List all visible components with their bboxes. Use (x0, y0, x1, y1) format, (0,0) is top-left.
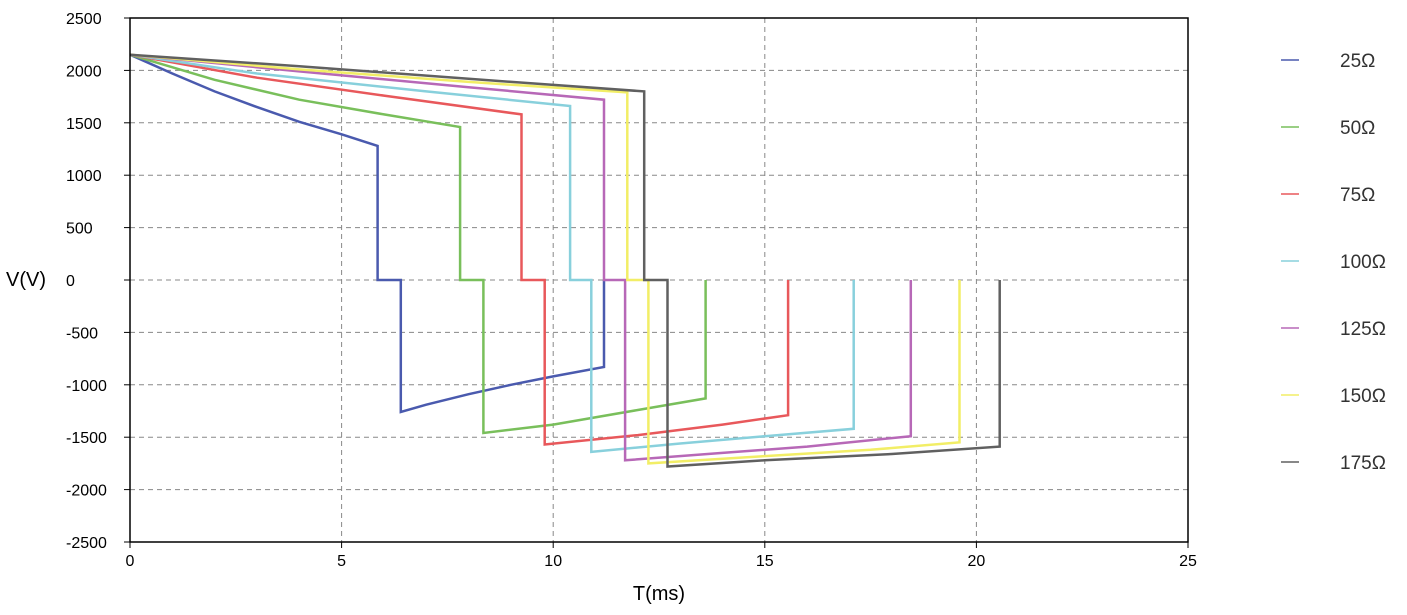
grid-lines (130, 18, 1188, 542)
x-tick-label: 15 (756, 553, 774, 570)
series-line-7 (129, 53, 1001, 468)
y-tick-label: 1000 (66, 168, 102, 185)
series-line-2 (129, 53, 707, 435)
y-tick-label: -1000 (66, 378, 107, 395)
x-tick-label: 10 (544, 553, 562, 570)
y-tick-label: -2500 (66, 535, 107, 552)
y-tick-label: 2000 (66, 63, 102, 80)
legend-label: 175Ω (1340, 453, 1386, 474)
y-tick-label: 1500 (66, 116, 102, 133)
legend-label: 150Ω (1340, 386, 1386, 407)
y-tick-label: 500 (66, 221, 93, 238)
series-line-5 (129, 53, 913, 462)
y-tick-label: -500 (66, 325, 98, 342)
x-axis-label: T(ms) (633, 583, 685, 605)
series-line-1 (129, 53, 606, 414)
y-tick-label: 0 (66, 273, 75, 290)
x-tick-label: 25 (1179, 553, 1197, 570)
x-tick-label: 0 (126, 553, 135, 570)
series-line-3 (129, 53, 790, 446)
x-tick-label: 20 (968, 553, 986, 570)
series-line-4 (129, 53, 855, 454)
legend-label: 125Ω (1340, 319, 1386, 340)
x-tick-label: 5 (337, 553, 346, 570)
legend-label: 100Ω (1340, 252, 1386, 273)
y-tick-label: 2500 (66, 11, 102, 28)
axis-ticks: 0 5 10 15 20 25 2500 2000 1500 1000 500 0 -500 -1000 -… (66, 11, 1197, 570)
y-tick-label: -2000 (66, 483, 107, 500)
plot-area (129, 53, 1001, 468)
legend-label: 50Ω (1340, 118, 1375, 139)
y-tick-label: -1500 (66, 430, 107, 447)
legend-label: 75Ω (1340, 185, 1375, 206)
legend: 25Ω 50Ω 75Ω 100Ω 125Ω 150Ω 175Ω (1281, 51, 1386, 474)
legend-label: 25Ω (1340, 51, 1375, 72)
y-axis-label: V(V) (6, 269, 46, 291)
